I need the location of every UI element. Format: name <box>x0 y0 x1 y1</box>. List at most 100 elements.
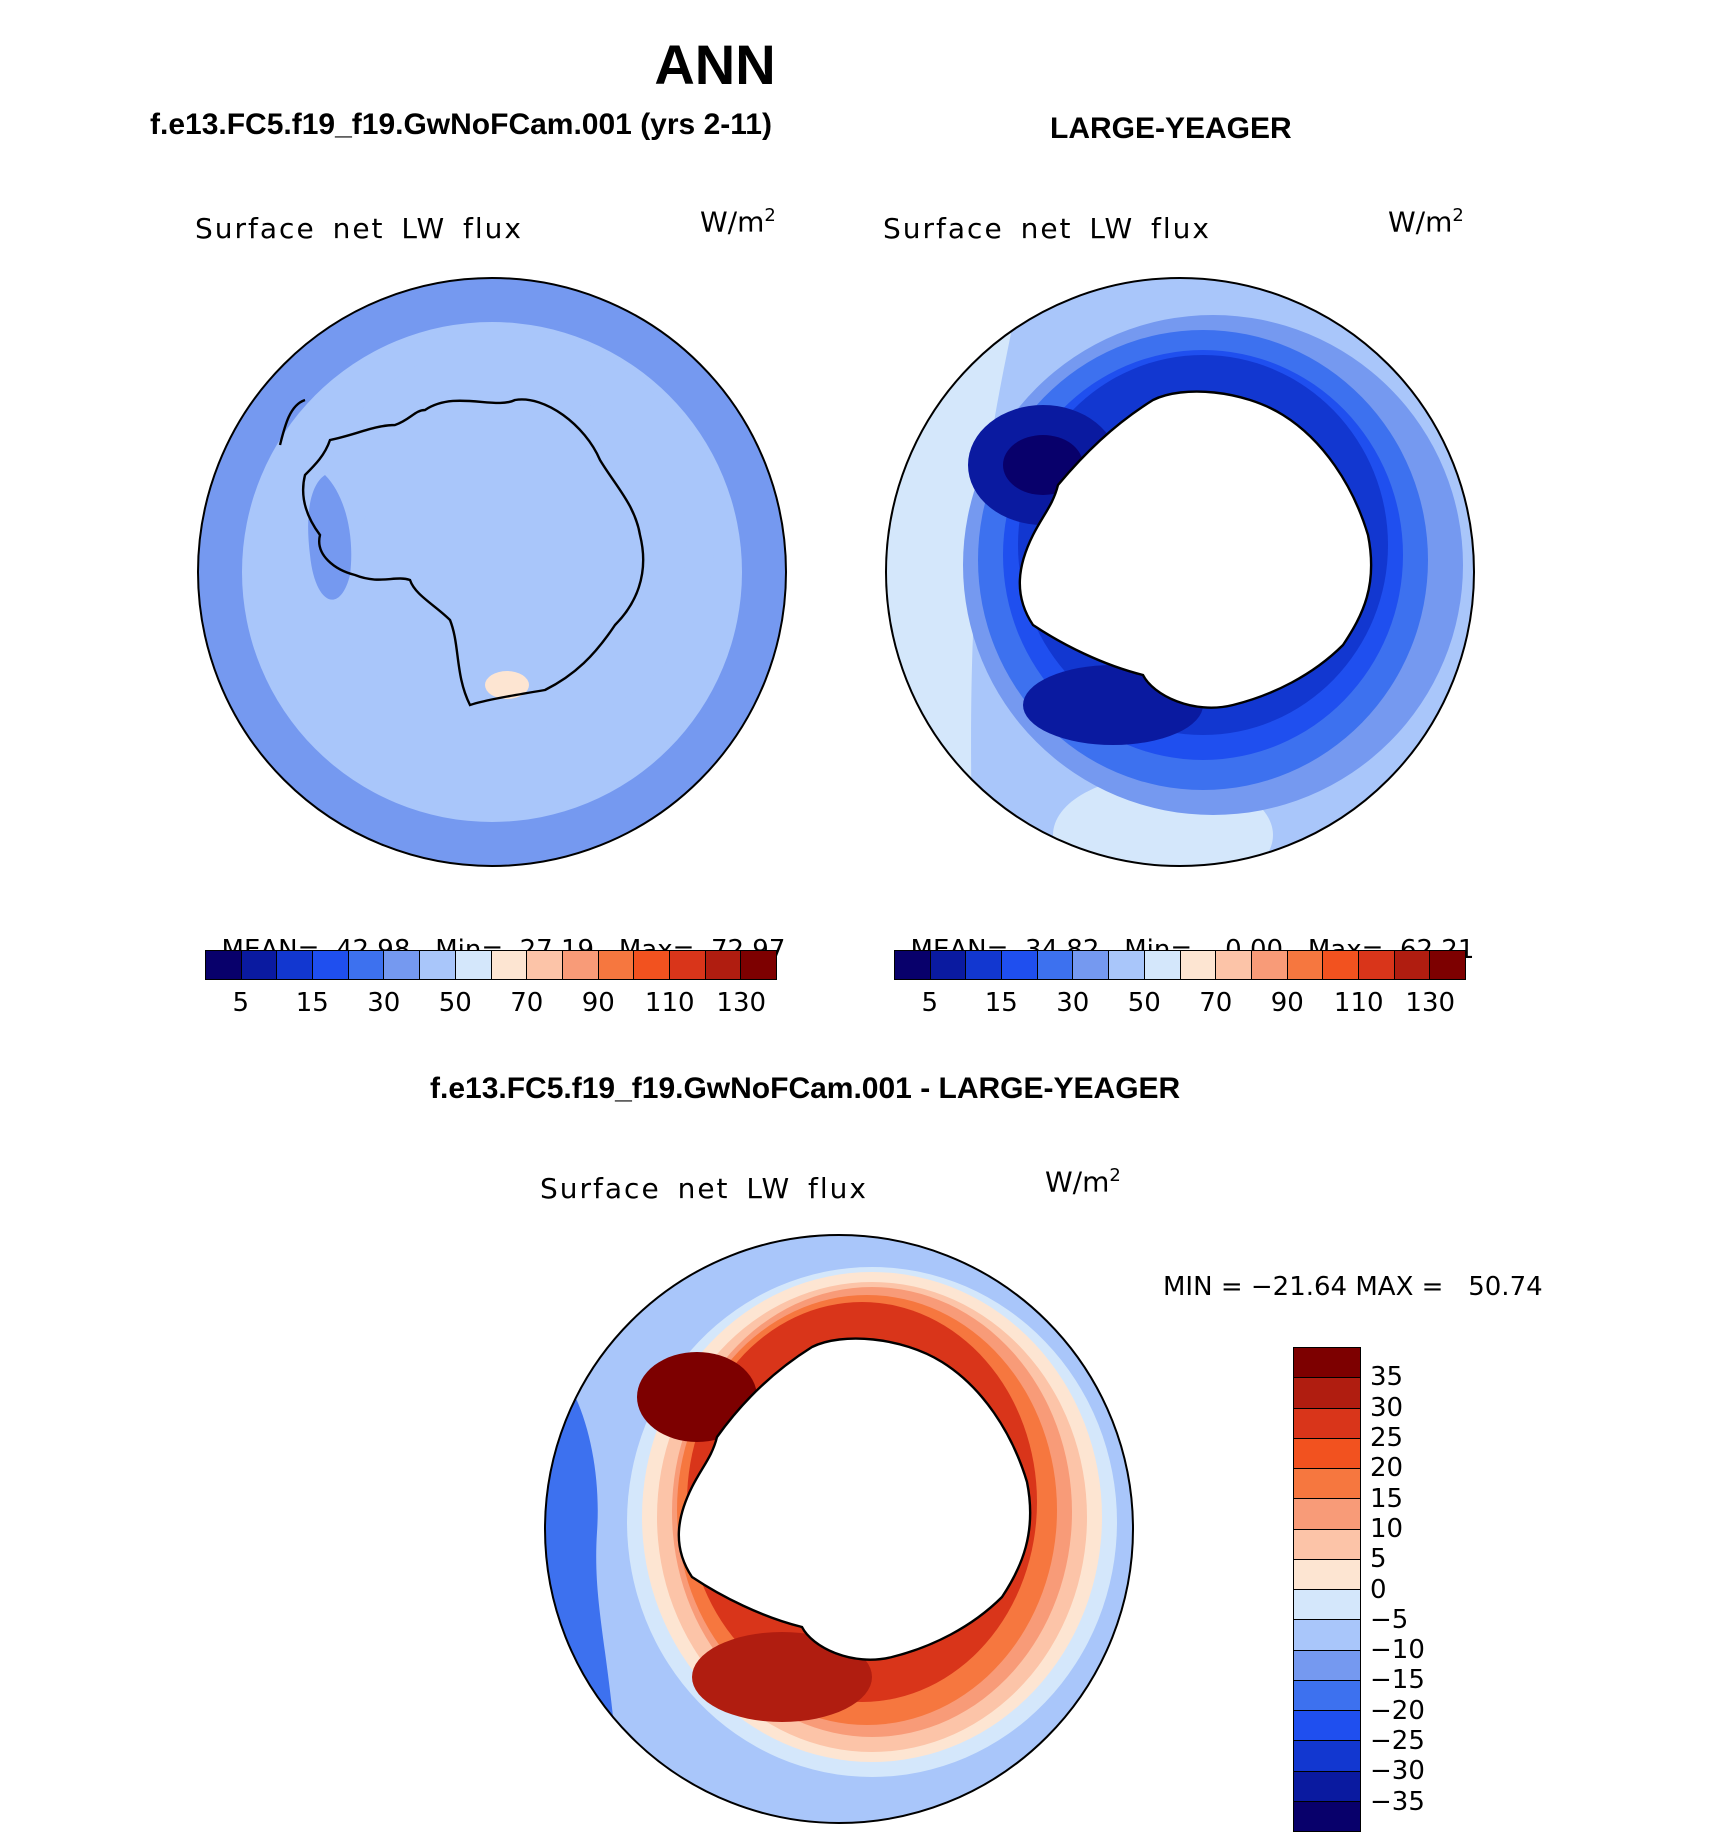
left-colorbar-tick-label: 130 <box>716 988 767 1018</box>
left-colorbar-swatch-11 <box>598 951 635 979</box>
diff-case-title: f.e13.FC5.f19_f19.GwNoFCam.001 - LARGE-Y… <box>430 1072 1181 1105</box>
right-colorbar-swatch-6 <box>1109 951 1145 979</box>
right-colorbar-tick-label: 5 <box>921 988 939 1018</box>
left-colorbar-swatch-4 <box>348 951 385 979</box>
right-colorbar-tick-label: 30 <box>1056 988 1090 1018</box>
right-colorbar-swatch-7 <box>1144 951 1181 979</box>
left-colorbar-swatch-14 <box>705 951 742 979</box>
diff-unit-exp: 2 <box>1109 1165 1121 1186</box>
right-colorbar-tick-label: 50 <box>1127 988 1161 1018</box>
left-colorbar-swatch-6 <box>420 951 456 979</box>
diff-colorbar-tick-label: −25 <box>1370 1726 1425 1757</box>
right-colorbar-tick-label: 110 <box>1333 988 1384 1018</box>
left-colorbar-tick-label: 70 <box>510 988 544 1018</box>
diff-colorbar-tick-label: −30 <box>1370 1756 1425 1787</box>
left-colorbar-swatch-5 <box>384 951 421 979</box>
left-colorbar-swatch-9 <box>527 951 563 979</box>
right-field-label: Surface net LW flux <box>883 212 1211 245</box>
diff-minmax: MIN = −21.64 MAX = 50.74 <box>1163 1272 1543 1302</box>
right-unit-base: W/m <box>1388 205 1453 239</box>
right-case-title: LARGE-YEAGER <box>1050 112 1292 145</box>
right-colorbar-swatch-12 <box>1323 951 1359 979</box>
right-colorbar-swatch-14 <box>1394 951 1431 979</box>
diff-polar-map <box>544 1234 1134 1824</box>
left-colorbar-swatch-3 <box>313 951 349 979</box>
right-colorbar-swatch-15 <box>1430 951 1465 979</box>
left-case-title: f.e13.FC5.f19_f19.GwNoFCam.001 (yrs 2-11… <box>150 108 772 141</box>
right-colorbar-swatch-2 <box>966 951 1003 979</box>
diff-colorbar-tick-label: 10 <box>1370 1513 1404 1544</box>
right-colorbar-tick-label: 130 <box>1405 988 1456 1018</box>
right-colorbar-tick-label: 70 <box>1199 988 1233 1018</box>
diff-colorbar-swatch-15 <box>1294 1801 1360 1831</box>
left-colorbar-swatch-7 <box>455 951 492 979</box>
left-colorbar-swatch-12 <box>634 951 670 979</box>
right-colorbar-swatch-10 <box>1251 951 1288 979</box>
left-colorbar-swatch-2 <box>277 951 314 979</box>
diff-colorbar-swatch-5 <box>1294 1499 1360 1530</box>
diff-colorbar-swatch-7 <box>1294 1559 1360 1590</box>
diff-colorbar-tick-label: −10 <box>1370 1635 1425 1666</box>
diff-colorbar-swatch-11 <box>1294 1680 1360 1711</box>
right-colorbar-tick-label: 90 <box>1270 988 1304 1018</box>
left-colorbar-tick-label: 50 <box>438 988 472 1018</box>
left-polar-map <box>197 277 787 867</box>
right-colorbar <box>894 950 1466 980</box>
left-unit: W/m2 <box>700 205 776 238</box>
diff-colorbar-tick-label: 0 <box>1370 1574 1387 1605</box>
left-colorbar-tick-label: 5 <box>232 988 250 1018</box>
diff-colorbar-swatch-0 <box>1294 1348 1360 1379</box>
diff-field-label: Surface net LW flux <box>540 1172 868 1205</box>
right-unit: W/m2 <box>1388 205 1464 238</box>
left-field-label: Surface net LW flux <box>195 212 523 245</box>
left-colorbar-swatch-10 <box>562 951 599 979</box>
left-colorbar-swatch-8 <box>491 951 528 979</box>
right-colorbar-swatch-1 <box>930 951 967 979</box>
right-colorbar-ticks: 5 15 30 50 70 90 110 130 <box>894 988 1466 1022</box>
diff-colorbar-swatch-14 <box>1294 1771 1360 1802</box>
right-colorbar-swatch-9 <box>1216 951 1252 979</box>
left-colorbar-swatch-1 <box>241 951 278 979</box>
diff-colorbar-swatch-10 <box>1294 1650 1360 1681</box>
diff-colorbar-tick-label: 35 <box>1370 1362 1404 1393</box>
right-colorbar-tick-label: 15 <box>984 988 1018 1018</box>
right-polar-map <box>885 277 1475 867</box>
right-colorbar-swatch-3 <box>1002 951 1038 979</box>
diff-colorbar-tick-label: 20 <box>1370 1453 1404 1484</box>
right-colorbar-swatch-13 <box>1358 951 1395 979</box>
diff-colorbar-swatch-2 <box>1294 1408 1360 1439</box>
diff-colorbar-swatch-9 <box>1294 1620 1360 1651</box>
diff-colorbar-swatch-4 <box>1294 1469 1360 1500</box>
diff-colorbar-swatch-6 <box>1294 1529 1360 1560</box>
diff-colorbar-tick-label: 30 <box>1370 1392 1404 1423</box>
left-colorbar-tick-label: 15 <box>295 988 329 1018</box>
right-colorbar-swatch-4 <box>1037 951 1074 979</box>
left-colorbar-ticks: 5 15 30 50 70 90 110 130 <box>205 988 777 1022</box>
diff-colorbar-ticks: 35 30 25 20 15 10 5 0 −5 −10 −15 −20 −25 −30 −35 <box>1370 1347 1460 1832</box>
diff-colorbar <box>1293 1347 1361 1832</box>
diff-colorbar-tick-label: 25 <box>1370 1422 1404 1453</box>
diff-colorbar-tick-label: −20 <box>1370 1695 1425 1726</box>
diff-colorbar-swatch-8 <box>1294 1590 1360 1621</box>
diff-colorbar-swatch-1 <box>1294 1378 1360 1409</box>
right-colorbar-swatch-11 <box>1287 951 1324 979</box>
right-colorbar-swatch-8 <box>1180 951 1217 979</box>
diff-unit-base: W/m <box>1045 1165 1110 1199</box>
left-colorbar <box>205 950 777 980</box>
left-colorbar-swatch-15 <box>741 951 776 979</box>
diff-colorbar-tick-label: 5 <box>1370 1544 1387 1575</box>
diff-unit: W/m2 <box>1045 1165 1121 1198</box>
left-colorbar-tick-label: 110 <box>644 988 695 1018</box>
diff-colorbar-tick-label: 15 <box>1370 1483 1404 1514</box>
left-colorbar-swatch-13 <box>669 951 706 979</box>
main-title: ANN <box>654 33 776 96</box>
diff-colorbar-swatch-13 <box>1294 1741 1360 1772</box>
diff-colorbar-tick-label: −5 <box>1370 1604 1409 1635</box>
right-colorbar-swatch-5 <box>1073 951 1110 979</box>
left-colorbar-tick-label: 90 <box>581 988 615 1018</box>
right-colorbar-swatch-0 <box>895 951 931 979</box>
left-colorbar-tick-label: 30 <box>367 988 401 1018</box>
left-unit-base: W/m <box>700 205 765 239</box>
right-unit-exp: 2 <box>1452 205 1464 226</box>
diff-colorbar-tick-label: −15 <box>1370 1665 1425 1696</box>
